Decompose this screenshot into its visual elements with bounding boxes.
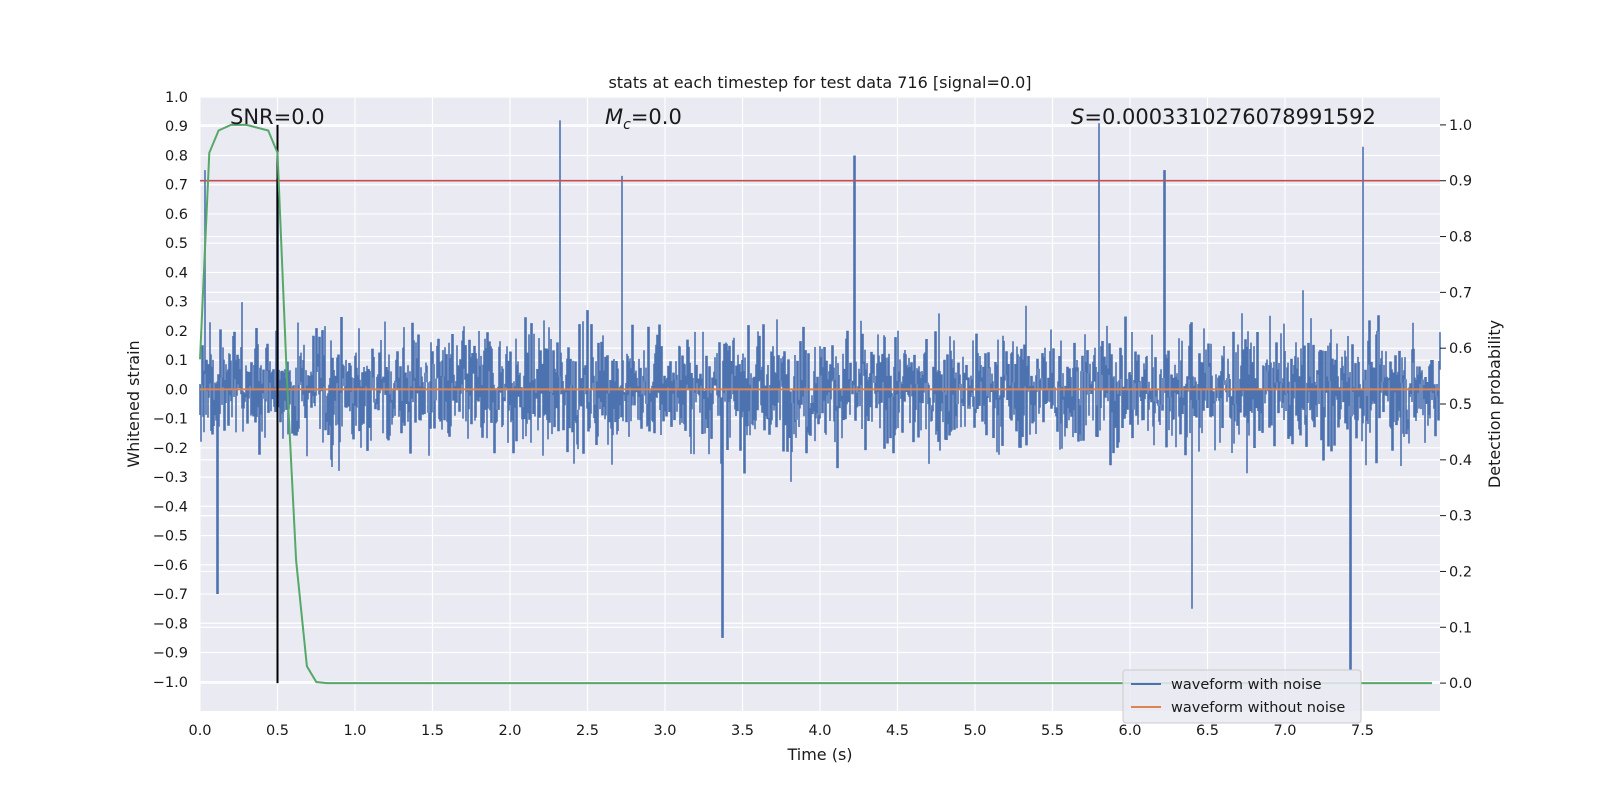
x-tick-label: 2.5 [576, 723, 599, 739]
y2-axis-label: Detection probability [1485, 320, 1504, 488]
y-tick-label: 0.1 [165, 353, 188, 369]
y-tick-label: −0.8 [153, 616, 188, 632]
y-tick-label: −0.3 [153, 470, 188, 486]
x-tick-label: 6.0 [1118, 723, 1141, 739]
legend-label-noisy: waveform with noise [1171, 677, 1322, 693]
chart-title: stats at each timestep for test data 716… [608, 73, 1031, 92]
y-ticks: 1.0 0.9 0.8 0.7 0.6 0.5 0.4 0.3 0.2 0.1 0.0 −0.1 −0.… [153, 90, 188, 691]
y-tick-label: −0.5 [153, 529, 188, 545]
y2-tick-label: 0.7 [1449, 285, 1472, 301]
y2-tick-label: 1.0 [1449, 118, 1472, 134]
legend: waveform with noise waveform without noi… [1122, 669, 1362, 724]
x-tick-label: 7.0 [1273, 723, 1296, 739]
y-tick-label: 0.2 [165, 324, 188, 340]
x-tick-label: 3.0 [653, 723, 676, 739]
x-tick-label: 6.5 [1196, 723, 1219, 739]
y2-tick-label: 0.5 [1449, 397, 1472, 413]
y-tick-label: −0.4 [153, 499, 188, 515]
x-tick-label: 4.5 [886, 723, 909, 739]
x-ticks: 0.0 0.5 1.0 1.5 2.0 2.5 3.0 3.5 4.0 4.5 5.0 5.5 6.0 6… [188, 723, 1374, 739]
y2-tick-label: 0.3 [1449, 509, 1472, 525]
legend-label-clean: waveform without noise [1171, 700, 1345, 716]
y-tick-label: −1.0 [153, 675, 188, 691]
chirp-mass-annotation: Mc=0.0 [605, 105, 682, 133]
x-tick-label: 0.5 [266, 723, 289, 739]
y-tick-label: 0.3 [165, 295, 188, 311]
y-axis-label: Whitened strain [124, 340, 143, 467]
detection-probability-line [199, 123, 1432, 685]
y-tick-label: 0.6 [165, 207, 188, 223]
chirp-mass-value: =0.0 [631, 105, 682, 129]
y-tick-label: −0.9 [153, 646, 188, 662]
noisy-waveform [199, 120, 1441, 671]
statistic-value: =0.0003310276078991592 [1084, 105, 1376, 129]
y-tick-label: 0.9 [165, 119, 188, 135]
y-tick-label: 1.0 [165, 90, 188, 106]
chirp-mass-subscript: c [623, 117, 631, 133]
x-tick-label: 2.0 [498, 723, 521, 739]
y-tick-label: 0.5 [165, 236, 188, 252]
noisy-waveform-trace [199, 120, 1441, 671]
legend-box [1122, 669, 1362, 724]
x-tick-label: 0.0 [188, 723, 211, 739]
statistic-symbol: S [1071, 105, 1084, 129]
y-tick-label: 0.4 [165, 265, 188, 281]
x-tick-label: 3.5 [731, 723, 754, 739]
y-tick-label: −0.2 [153, 441, 188, 457]
y2-tick-label: 0.2 [1449, 564, 1472, 580]
y-tick-label: 0.0 [165, 382, 188, 398]
x-tick-label: 5.5 [1041, 723, 1064, 739]
y2-tick-label: 0.0 [1449, 676, 1472, 692]
x-tick-label: 7.5 [1351, 723, 1374, 739]
y2-tick-label: 0.8 [1449, 230, 1472, 246]
y-tick-label: −0.7 [153, 587, 188, 603]
statistic-annotation: S=0.0003310276078991592 [1071, 105, 1376, 129]
y2-ticks: 1.0 0.9 0.8 0.7 0.6 0.5 0.4 0.3 0.2 0.1 0.0 [1440, 118, 1472, 692]
y2-tick-label: 0.1 [1449, 620, 1472, 636]
x-tick-label: 5.0 [963, 723, 986, 739]
y2-tick-label: 0.4 [1449, 453, 1472, 469]
snr-annotation: SNR=0.0 [230, 105, 325, 129]
y-tick-label: −0.1 [153, 412, 188, 428]
y-tick-label: 0.8 [165, 148, 188, 164]
x-axis-label: Time (s) [786, 745, 852, 764]
y-tick-label: 0.7 [165, 178, 188, 194]
y2-tick-label: 0.6 [1449, 341, 1472, 357]
y2-tick-label: 0.9 [1449, 174, 1472, 190]
x-tick-label: 1.5 [421, 723, 444, 739]
x-tick-label: 4.0 [808, 723, 831, 739]
chirp-mass-symbol: M [605, 105, 623, 129]
y-tick-label: −0.6 [153, 558, 188, 574]
x-tick-label: 1.0 [343, 723, 366, 739]
